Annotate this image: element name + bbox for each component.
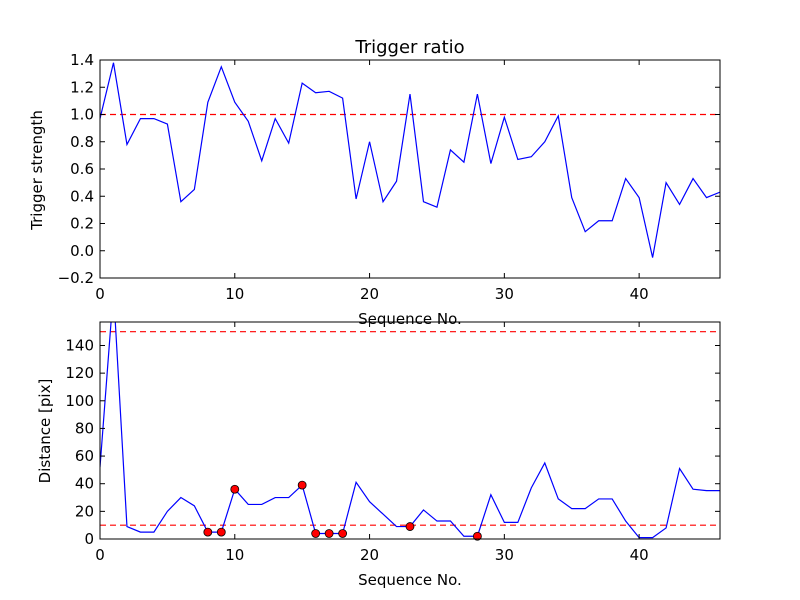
y-tick-label: 1.0	[70, 106, 94, 124]
x-tick-label: 0	[95, 285, 105, 303]
x-tick-label: 40	[630, 546, 649, 564]
x-tick-label: 40	[630, 285, 649, 303]
y-tick-label: 60	[75, 447, 94, 465]
y-tick-label: −0.2	[58, 269, 94, 287]
chart-title: Trigger ratio	[354, 37, 464, 58]
y-tick-label: 1.4	[70, 51, 94, 69]
x-axis-label: Sequence No.	[358, 571, 462, 589]
reference-lines	[100, 331, 720, 526]
data-point-marker	[203, 527, 213, 537]
data-point-marker	[230, 484, 240, 494]
y-tick-label: 0.2	[70, 215, 94, 233]
series	[100, 62, 720, 258]
y-tick-label: 100	[65, 392, 94, 410]
y-tick-label: 0.0	[70, 242, 94, 260]
x-tick-label: 0	[95, 546, 105, 564]
y-tick-label: 1.2	[70, 78, 94, 96]
x-tick-label: 30	[495, 285, 514, 303]
y-axis-label: Distance [pix]	[36, 379, 54, 484]
distance-chart: Sequence No. Distance [pix] 0 10 20 30 40 0 20…	[36, 321, 721, 589]
plot-frame	[99, 59, 721, 279]
y-tick-label: 140	[65, 336, 94, 354]
y-tick-label: 0	[84, 530, 94, 548]
trigger-ratio-chart: Trigger ratio Sequence No. Trigger stren…	[28, 37, 721, 328]
x-axis-label: Sequence No.	[358, 310, 462, 328]
data-point-marker	[338, 529, 348, 538]
plot-frame	[99, 321, 721, 540]
x-tick-label: 30	[495, 546, 514, 564]
y-tick-label: 0.6	[70, 160, 94, 178]
y-tick-label: 0.8	[70, 133, 94, 151]
y-tick-label: 120	[65, 364, 94, 382]
x-tick-label: 10	[225, 285, 244, 303]
x-tick-label: 20	[360, 546, 379, 564]
x-tick-label: 20	[360, 285, 379, 303]
series-line	[100, 62, 720, 258]
axes: 0 10 20 30 40 −0.2 0.0 0.2 0.4 0.6 0.8 1.0 1.2 1.4	[58, 51, 721, 303]
y-tick-label: 40	[75, 475, 94, 493]
x-tick-label: 10	[225, 546, 244, 564]
y-tick-label: 0.4	[70, 187, 94, 205]
axes: 0 10 20 30 40 0 20 40 60 80 100 120 140	[65, 321, 721, 564]
data-point-marker	[297, 480, 307, 490]
y-tick-label: 20	[75, 502, 94, 520]
y-axis-label: Trigger strength	[28, 110, 46, 231]
highlight-markers	[203, 480, 482, 541]
data-point-marker	[311, 529, 321, 538]
y-tick-label: 80	[75, 419, 94, 437]
data-point-marker	[324, 529, 334, 538]
data-point-marker	[472, 531, 482, 541]
data-point-marker	[405, 522, 415, 531]
data-point-marker	[216, 527, 226, 537]
